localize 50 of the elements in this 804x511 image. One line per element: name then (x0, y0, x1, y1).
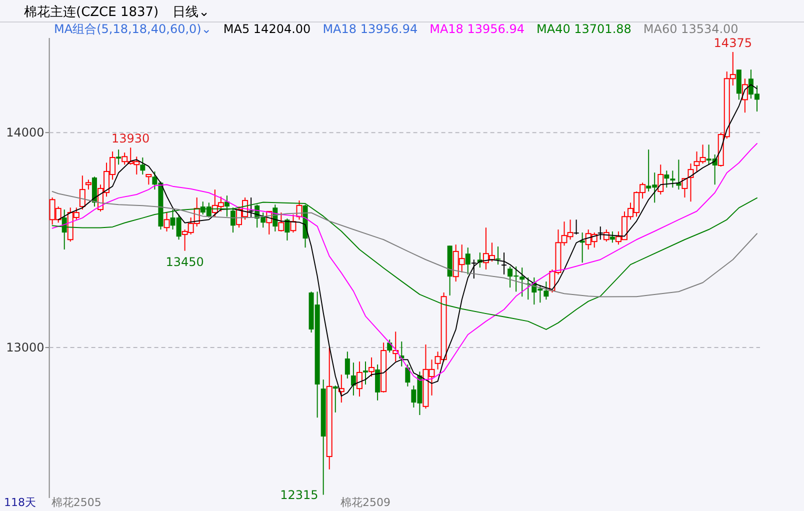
candlestick (682, 178, 688, 198)
candlestick (79, 175, 86, 210)
candlestick (230, 207, 236, 234)
candlestick (465, 247, 470, 275)
candlestick (284, 218, 290, 241)
candlestick (520, 267, 525, 298)
candlestick (574, 219, 579, 235)
candlestick (368, 356, 375, 378)
text: MA18 13956.94 (322, 22, 418, 36)
candlestick (363, 361, 368, 386)
candlestick (164, 212, 170, 232)
y-tick-label: 13000 (6, 340, 44, 355)
annotation: 14375 (714, 36, 752, 50)
candlestick (350, 362, 356, 396)
candlestick (140, 157, 146, 175)
candlestick (85, 179, 92, 190)
annotation: 12315 (280, 488, 318, 502)
candlestick (610, 230, 615, 244)
annotation: 13450 (166, 254, 204, 269)
annotation: 13930 (112, 132, 150, 146)
text: 118天 (4, 496, 36, 509)
candlestick (670, 170, 676, 188)
candlestick (496, 246, 501, 266)
text: MA5 14204.00 (223, 22, 311, 36)
candlestick (658, 164, 664, 195)
x-tick-label: 棉花2509 (340, 496, 390, 509)
candlestick (290, 214, 296, 234)
text: MA18 13956.94 (430, 22, 524, 36)
text: MA40 13701.88 (536, 22, 632, 36)
text: MA组合(5,18,18,40,60,0)⌄ (54, 22, 212, 36)
x-tick-label: 棉花2505 (51, 496, 102, 509)
y-tick-label: 14000 (6, 126, 44, 140)
candlestick (332, 385, 338, 413)
candlestick (544, 281, 549, 300)
candlestick (248, 196, 254, 218)
candlestick (344, 351, 350, 379)
candlestick (405, 364, 410, 387)
candlestick (387, 339, 392, 353)
candlestick (598, 226, 603, 240)
candlestick (146, 174, 152, 186)
candlestick (375, 364, 380, 401)
candlestick (278, 212, 284, 232)
candlestick (664, 170, 670, 188)
candlestick (471, 259, 476, 280)
candlestick (356, 361, 362, 398)
text: MA60 13534.00 (643, 22, 738, 36)
chart-title: 棉花主连(CZCE 1837) (24, 4, 159, 20)
candlestick (502, 252, 507, 275)
chart-subtitle: 日线⌄ (172, 5, 210, 20)
candlestick (116, 149, 122, 166)
